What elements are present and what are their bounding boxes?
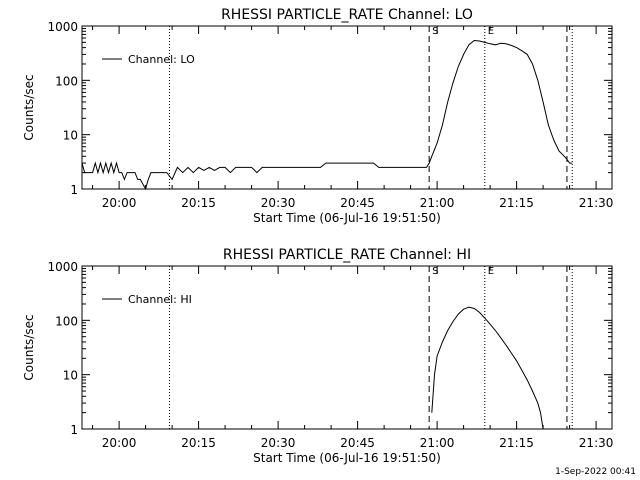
y-tick-label: 10 xyxy=(63,369,78,383)
y-axis-label: Counts/sec xyxy=(22,314,36,380)
x-tick-label: 20:45 xyxy=(340,436,375,450)
y-tick-label: 1000 xyxy=(47,20,78,34)
marker-label-e: E xyxy=(488,26,494,37)
x-tick-label: 21:15 xyxy=(499,436,534,450)
marker-label-s: S xyxy=(432,26,438,37)
x-tick-label: 21:30 xyxy=(579,196,614,210)
series-line-0 xyxy=(431,306,544,430)
y-axis-label: Counts/sec xyxy=(22,74,36,140)
x-tick-label: 21:30 xyxy=(579,436,614,450)
y-tick-label: 100 xyxy=(55,74,78,88)
chart-panel-1: RHESSI PARTICLE_RATE Channel: HI Counts/s… xyxy=(22,247,613,465)
y-tick-label: 100 xyxy=(55,314,78,328)
x-tick-label: 21:00 xyxy=(420,436,455,450)
marker-label-s: S xyxy=(432,266,438,277)
x-tick-label: 20:15 xyxy=(181,436,216,450)
chart-panel-0: RHESSI PARTICLE_RATE Channel: LO Counts/s… xyxy=(22,7,613,225)
y-tick-label: 1 xyxy=(70,183,78,197)
x-tick-label: 20:00 xyxy=(102,196,137,210)
x-tick-label: 21:15 xyxy=(499,196,534,210)
x-tick-label: 20:15 xyxy=(181,196,216,210)
plot-frame xyxy=(81,25,613,190)
x-tick-label: 20:00 xyxy=(102,436,137,450)
x-axis-label: Start Time (06-Jul-16 19:51:50) xyxy=(253,211,441,225)
x-tick-label: 20:30 xyxy=(261,196,296,210)
chart-title: RHESSI PARTICLE_RATE Channel: LO xyxy=(221,7,473,23)
series-line-0 xyxy=(81,39,573,191)
y-tick-label: 1000 xyxy=(47,260,78,274)
legend-label: Channel: HI xyxy=(128,293,192,306)
x-tick-label: 21:00 xyxy=(420,196,455,210)
marker-label-e: E xyxy=(488,266,494,277)
x-tick-label: 20:45 xyxy=(340,196,375,210)
legend-label: Channel: LO xyxy=(128,53,195,66)
plot-frame xyxy=(81,265,613,430)
timestamp-stamp: 1-Sep-2022 00:41 xyxy=(555,467,636,477)
y-tick-label: 10 xyxy=(63,129,78,143)
chart-title: RHESSI PARTICLE_RATE Channel: HI xyxy=(223,247,471,263)
y-tick-label: 1 xyxy=(70,423,78,437)
x-tick-label: 20:30 xyxy=(261,436,296,450)
x-axis-label: Start Time (06-Jul-16 19:51:50) xyxy=(253,451,441,465)
